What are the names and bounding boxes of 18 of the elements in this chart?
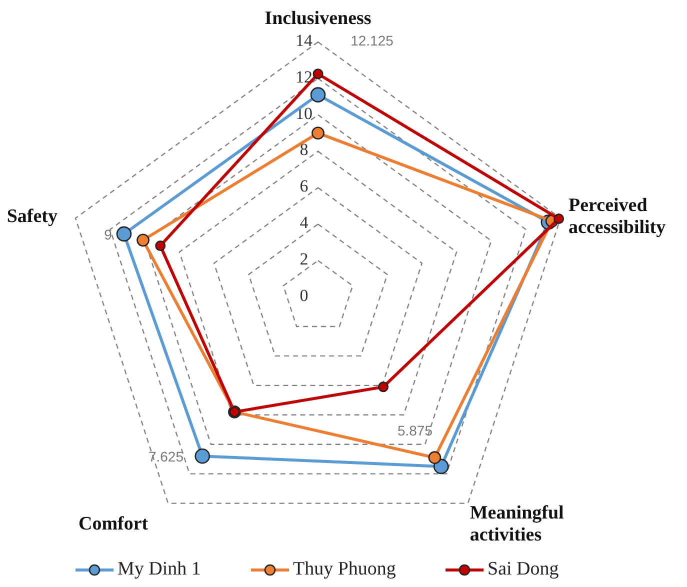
spoke-label: Comfort: [78, 514, 149, 535]
y-tick-label: 14: [296, 30, 313, 50]
legend-label: Sai Dong: [488, 558, 560, 580]
text: 7.625: [148, 448, 184, 465]
text: 12.125: [350, 32, 394, 49]
text: 9: [104, 226, 112, 243]
spoke-label: Meaningful activities: [470, 502, 564, 546]
y-tick-label: 6: [300, 176, 308, 196]
y-tick-label: 8: [300, 140, 308, 160]
text: 5.875: [397, 422, 433, 439]
spoke-label: Perceived accessibility: [568, 196, 666, 239]
y-tick-label: 0: [300, 286, 308, 305]
spoke-label: Safety: [6, 206, 58, 228]
y-tick-label: 4: [300, 213, 309, 232]
legend-label: Thuy Phuong: [293, 558, 396, 580]
legend-label: My Dinh 1: [118, 558, 201, 580]
y-tick-label: 2: [300, 249, 308, 268]
spoke-label: Inclusiveness: [264, 8, 372, 30]
